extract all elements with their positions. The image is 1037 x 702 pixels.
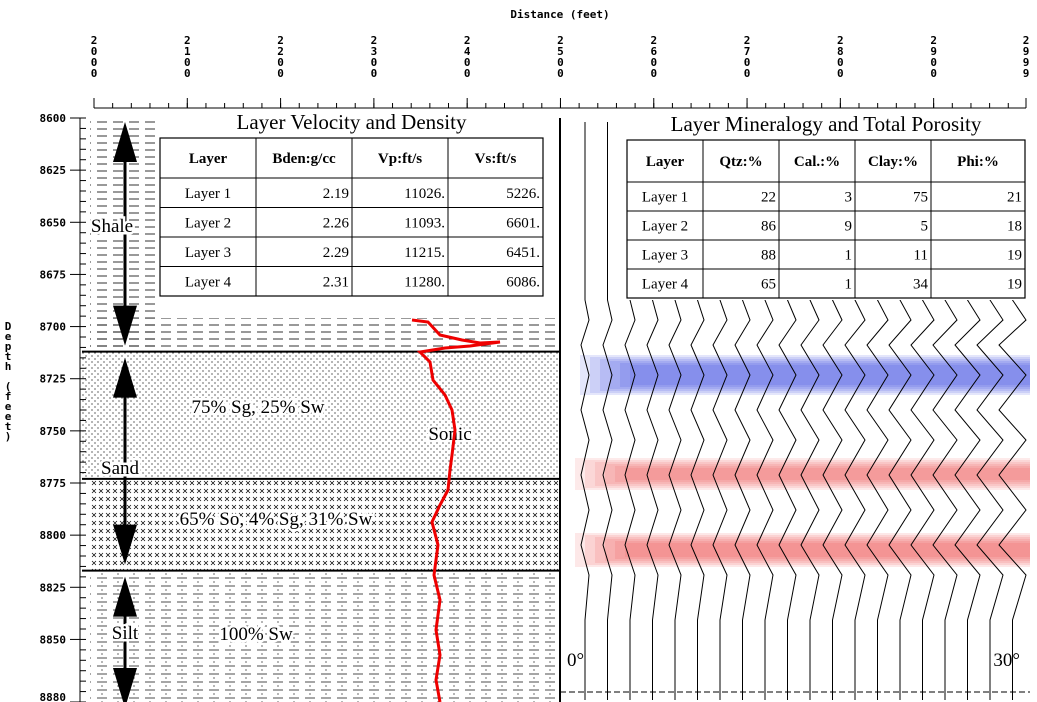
- y-tick-label: 8650: [40, 216, 67, 229]
- y-tick-label: 8725: [40, 373, 67, 386]
- cell: 2.26: [323, 215, 350, 231]
- y-tick-label: 8750: [40, 425, 67, 438]
- annotation: 65% So, 4% Sg, 31% Sw: [180, 509, 373, 530]
- annotation: Shale: [91, 216, 133, 237]
- cell: Layer 2: [642, 219, 688, 235]
- cell: 6451.: [506, 245, 540, 261]
- cell: 86: [761, 219, 777, 235]
- cell: 19: [1007, 248, 1022, 264]
- figure: Distance (feet) Shale Sand Silt 75% Sg, 25%…: [0, 0, 1037, 702]
- cell: 11026.: [404, 186, 445, 202]
- cell: 88: [761, 248, 776, 264]
- cell: 5: [921, 219, 929, 235]
- cell: 11215.: [404, 245, 445, 261]
- annotation: 100% Sw: [219, 624, 293, 645]
- silt: [90, 571, 560, 702]
- cell: Layer 2: [185, 215, 231, 231]
- cell: 34: [913, 277, 929, 293]
- x-tick-label: 2800: [834, 34, 847, 78]
- cell: 1: [845, 248, 853, 264]
- cell: 22: [761, 190, 776, 206]
- x-tick-label: 2300: [367, 34, 380, 78]
- x-tick-label: 2000: [88, 34, 101, 78]
- cell: 6086.: [506, 274, 540, 290]
- header-cell: Clay:%: [868, 154, 918, 170]
- cell: 9: [845, 219, 853, 235]
- x-tick-label: 2600: [647, 34, 660, 78]
- x-tick-label: 2700: [741, 34, 754, 78]
- annotation: Sonic: [428, 424, 471, 445]
- x-tick-label: 2400: [461, 34, 474, 78]
- shale: [90, 318, 560, 352]
- trace: [581, 122, 589, 700]
- y-tick-label: 8700: [40, 321, 67, 334]
- cell: 11093.: [404, 215, 445, 231]
- header-cell: Bden:g/cc: [272, 151, 336, 167]
- y-tick-label: 8775: [40, 477, 67, 490]
- cell: 6601.: [506, 215, 540, 231]
- header-cell: Qtz:%: [719, 154, 762, 170]
- tables: Layer Velocity and Density Layer Layer 1 La…: [156, 106, 1029, 300]
- annotation: Silt: [112, 623, 139, 644]
- cell: 11: [914, 248, 928, 264]
- y-tick-label: 8880: [40, 691, 67, 702]
- x-tick-label: 2900: [927, 34, 940, 78]
- header-cell: Layer: [646, 154, 685, 170]
- amplitude-band: [630, 365, 1030, 385]
- x-tick-label: 2500: [554, 34, 567, 78]
- y-tick-label: 8600: [40, 112, 67, 125]
- annotation: 30°: [993, 650, 1020, 671]
- header-cell: Cal.:%: [794, 154, 840, 170]
- header-cell: Phi:%: [957, 154, 999, 170]
- annotation: 75% Sg, 25% Sw: [191, 397, 324, 418]
- cell: Layer 3: [185, 245, 231, 261]
- table-title: Layer Velocity and Density: [237, 110, 467, 134]
- annotation: Sand: [101, 458, 140, 479]
- cell: 3: [845, 190, 853, 206]
- cell: Layer 4: [642, 277, 689, 293]
- y-tick-label: 8675: [40, 268, 67, 281]
- x-tick-label: 2200: [274, 34, 287, 78]
- header-cell: Vs:ft/s: [475, 151, 517, 167]
- y-tick-label: 8800: [40, 529, 67, 542]
- header-cell: Vp:ft/s: [378, 151, 422, 167]
- annotation: 0°: [567, 650, 584, 671]
- cell: 2.29: [323, 245, 349, 261]
- cell: 18: [1007, 219, 1022, 235]
- trace: [603, 122, 612, 700]
- y-tick-label: 8625: [40, 164, 67, 177]
- cell: 5226.: [506, 186, 540, 202]
- cell: Layer 1: [642, 190, 688, 206]
- axis-title: Distance (feet): [510, 8, 609, 21]
- cell: Layer 1: [185, 186, 231, 202]
- cell: 65: [761, 277, 776, 293]
- cell: 1: [845, 277, 853, 293]
- cell: 2.31: [323, 274, 349, 290]
- cell: Layer 4: [185, 274, 232, 290]
- x-tick-label: 2999: [1020, 34, 1033, 78]
- y-axis-title: Depth (feet): [2, 320, 15, 442]
- cell: 75: [913, 190, 928, 206]
- x-tick-label: 2100: [181, 34, 194, 78]
- cell: Layer 3: [642, 248, 688, 264]
- amplitude-band: [625, 543, 1030, 557]
- cell: 19: [1007, 277, 1022, 293]
- amplitude-band: [625, 468, 1030, 480]
- header-cell: Layer: [189, 151, 228, 167]
- y-tick-label: 8850: [40, 633, 67, 646]
- cell: 21: [1007, 190, 1022, 206]
- table-title: Layer Mineralogy and Total Porosity: [671, 112, 982, 136]
- cell: 2.19: [323, 186, 349, 202]
- cell: 11280.: [404, 274, 445, 290]
- y-tick-label: 8825: [40, 581, 67, 594]
